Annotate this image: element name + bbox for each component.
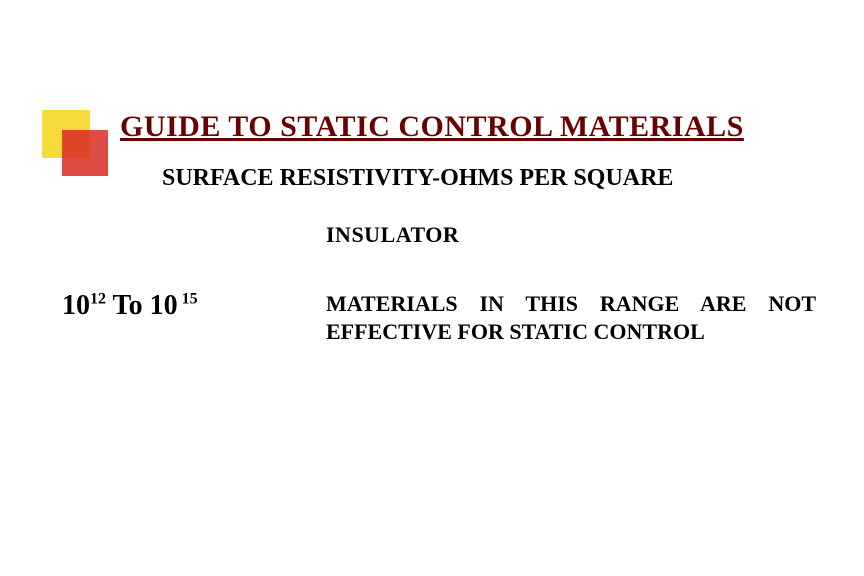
bullet-inner <box>62 130 108 176</box>
description-text: MATERIALS IN THIS RANGE ARE NOT EFFECTIV… <box>326 290 816 345</box>
slide-title: GUIDE TO STATIC CONTROL MATERIALS <box>120 110 744 144</box>
range-exp-1: 12 <box>90 291 106 308</box>
range-joiner: To <box>106 290 150 321</box>
slide-subtitle: SURFACE RESISTIVITY-OHMS PER SQUARE <box>162 165 673 192</box>
category-label: INSULATOR <box>326 222 459 248</box>
slide: GUIDE TO STATIC CONTROL MATERIALS SURFAC… <box>0 0 864 576</box>
resistivity-range: 1012 To 10 15 <box>62 290 198 322</box>
range-exp-2: 15 <box>182 291 198 308</box>
range-base-2: 10 <box>150 290 178 321</box>
range-base-1: 10 <box>62 290 90 321</box>
